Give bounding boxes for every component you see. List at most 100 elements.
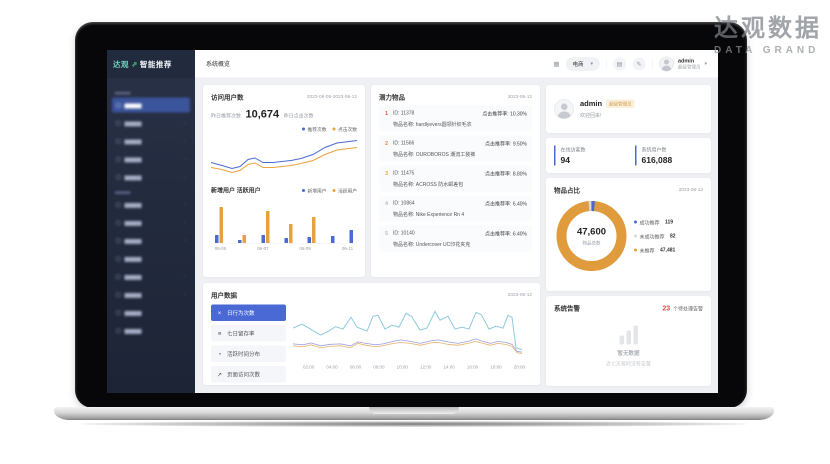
time-x-axis: 02:00 04:00 06:00 08:00 10:00 12:00 14:00 16:00… [293,365,532,370]
sidebar-item[interactable]: ▆▆▆▆ › [112,233,190,248]
legend-item: 推荐次数 [301,126,326,133]
list-item[interactable]: 1 ID: 11378 点击推荐率: 10.30% 物品名称: hardlyevers… [379,105,532,132]
list-item[interactable]: 4 ID: 10864 点击推荐率: 6.40% 物品名称: Nike Experie… [379,195,532,222]
bar-tick-label: 06-09 [299,246,311,251]
empty-chart-icon [619,325,638,345]
laptop-notch [369,407,459,414]
main-area: 系统概览 ▦ 电商 ▾ ▤ ✎ [195,50,718,393]
edit-button[interactable]: ✎ [632,57,646,71]
sidebar-group-label: ▃▃▃▃ [115,188,131,195]
chevron-right-icon: › [184,273,186,280]
sidebar-item[interactable]: ▆▆▆▆ › [112,152,190,167]
bar-new-users [349,230,353,243]
laptop-shadow [80,421,748,427]
bar-group [349,230,353,243]
list-item[interactable]: 5 ID: 10140 点击推荐率: 6.40% 物品名称: Undercover U… [379,225,532,252]
profile-name: admin [580,99,603,109]
sidebar-item[interactable]: ▆▆▆▆ › [112,269,190,284]
rank-badge: 3 [384,170,389,177]
menu-item-icon [116,138,121,144]
bar-tick-label [233,246,250,251]
sidebar-item[interactable]: ▆▆▆▆ › [112,170,190,185]
rank-badge: 2 [384,140,389,147]
visit-stats: 昨日推荐次数 10,674 昨日点击次数 [211,108,357,121]
tab-item[interactable]: ↗ 页面访问次数 [211,366,286,383]
scene-select[interactable]: 电商 ▾ [565,57,600,71]
sidebar-item[interactable]: ▆▆▆▆ › [112,215,190,230]
legend-dot-icon [301,188,305,192]
online-visitors-value: 94 [560,155,570,166]
legend-item: 未推荐 47,481 [634,246,676,254]
bar-active-users [242,235,247,243]
time-tick-label: 20:00 [513,364,525,370]
list-item[interactable]: 3 ID: 11475 点击推荐率: 8.80% 物品名称: ACROSS 防水邮差包 [379,165,532,192]
apps-grid-icon[interactable]: ▦ [553,59,560,68]
legend-item: 点击次数 [332,126,357,133]
bar-legend: 新增用户 活跃用户 [301,187,357,194]
chevron-right-icon: › [184,219,186,226]
behavior-line-chart [293,310,523,355]
tab-icon: ◔ [217,350,222,358]
sidebar-item[interactable]: ▆▆▆▆ [112,305,190,320]
item-row-1: 4 ID: 10864 点击推荐率: 6.40% [383,200,527,207]
tab-item[interactable]: ≡ 七日留存率 [211,325,286,342]
stats-card: 在线访客数 94 系统用户数 616,088 [546,138,711,173]
sidebar-item-label: ▆▆▆▆ [124,327,142,334]
bar-active-users [265,211,270,243]
time-tick-label: 02:00 [303,364,315,370]
avatar [554,99,574,119]
item-id: ID: 10864 [393,200,415,207]
profile-card: admin 超级管理员 欢迎回来! [546,85,711,133]
scene-select-value: 电商 [572,61,584,68]
bar-tick-label: 06-05 [214,246,227,251]
content-left: 访问用户数 2023-06-05-2023-06-12 昨日推荐次数 10,67… [203,85,540,386]
time-tick-label: 18:00 [490,364,502,370]
tab-item[interactable]: ◔ 活跃时间分布 [211,345,286,362]
line-recommend [210,140,358,170]
menu-item-icon [116,328,121,333]
rank-badge: 4 [384,200,389,207]
sidebar-item-label: ▆▆▆▆ [124,291,142,298]
donut-chart: 47,600 物品总数 [554,199,629,274]
line-tertiary [293,340,523,355]
legend-label: 活跃用户 [337,188,357,194]
time-tick-label: 12:00 [420,364,432,370]
sidebar-item-label: ▆▆▆▆ [124,102,142,109]
item-row-1: 1 ID: 11378 点击推荐率: 10.30% [383,110,527,117]
menu-item-icon [116,238,121,243]
list-item[interactable]: 2 ID: 11566 点击推荐率: 9.50% 物品名称: OUROBOROS 潮流… [379,135,532,162]
sidebar-item-label: ▆▆▆▆ [124,255,142,262]
potential-items-card: 潜力物品 2023-06-12 1 ID: 11378 点击推荐率: 10.30% 物… [371,85,540,277]
menu-item-icon [116,256,121,261]
document-button[interactable]: ▤ [612,57,626,71]
bar-tick-label [275,246,292,251]
chevron-right-icon: › [184,138,186,144]
sidebar-item[interactable]: ▆▆▆▆ › [112,197,190,212]
sidebar-item[interactable]: ▆▆▆▆ [112,323,190,338]
bar-chart-title: 新增用户 活跃用户 [211,187,261,194]
sidebar-item[interactable]: ▆▆▆▆ [112,251,190,266]
chevron-down-icon: ▾ [590,61,593,67]
item-id: ID: 11475 [393,170,415,177]
tab-active[interactable]: × 日行为次数 [211,304,286,321]
user-meta: admin 超级管理员 [678,58,701,70]
sidebar-item[interactable]: ▆▆▆▆ › [112,116,190,131]
user-menu[interactable]: admin 超级管理员 ▾ [658,56,707,72]
system-users-value: 616,088 [641,155,673,166]
sidebar-item[interactable]: ▆▆▆▆ › [112,287,190,302]
sidebar-item[interactable]: ▆▆▆▆ [112,97,190,113]
logo[interactable]: 达观 ⇗ 智能推荐 [107,50,195,78]
sidebar-item-label: ▆▆▆▆ [124,237,142,244]
item-name: 物品名称: Nike Experience Rn 4 [393,212,465,218]
line-secondary [293,338,523,353]
breadcrumb: 系统概览 [206,60,231,68]
legend-dot-icon [634,248,637,252]
bar-active-users [288,224,293,243]
donut-legend: 成功推荐 119 未成功推荐 82 未推荐 47,481 [634,218,676,254]
item-name: 物品名称: hardlyevers圆领针织毛衣 [393,122,472,128]
sidebar-item[interactable]: ▆▆▆▆ › [112,134,190,149]
logo-product-text: 智能推荐 [139,60,172,69]
chevron-right-icon: › [184,156,186,162]
legend-value: 47,481 [660,247,676,253]
